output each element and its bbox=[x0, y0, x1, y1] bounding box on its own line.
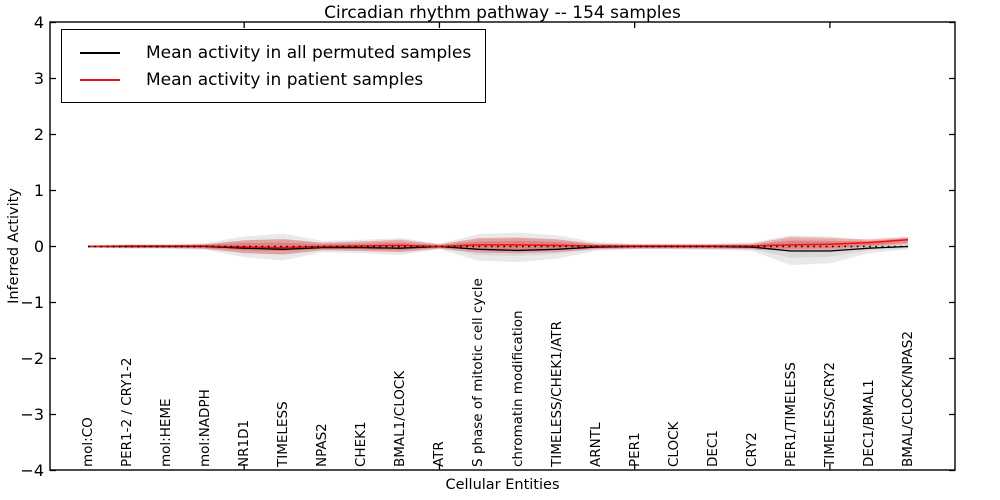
legend-label-patient: Mean activity in patient samples bbox=[146, 69, 424, 90]
x-tick-label: BMAL1/CLOCK bbox=[392, 370, 409, 467]
x-tick-label: TIMELESS bbox=[275, 401, 292, 467]
chart-title: Circadian rhythm pathway -- 154 samples bbox=[324, 3, 681, 23]
y-tick-label: −3 bbox=[20, 404, 44, 424]
legend-item-patient: Mean activity in patient samples bbox=[74, 66, 471, 93]
x-tick-label: S phase of mitotic cell cycle bbox=[470, 278, 487, 467]
x-tick-label: mol:CO bbox=[80, 417, 96, 467]
y-tick-label: 4 bbox=[33, 12, 44, 32]
y-tick-label: 2 bbox=[33, 124, 44, 144]
x-tick-label: TIMELESS/CHEK1/ATR bbox=[548, 320, 565, 467]
x-tick-label: chromatin modification bbox=[509, 310, 526, 467]
x-tick-label: CRY2 bbox=[743, 432, 760, 467]
x-tick-label: CHEK1 bbox=[353, 421, 370, 467]
y-tick-label: −2 bbox=[20, 348, 44, 368]
legend-item-permuted: Mean activity in all permuted samples bbox=[74, 39, 471, 66]
x-tick-label: ATR bbox=[431, 441, 448, 467]
y-tick-label: 3 bbox=[33, 68, 44, 88]
x-tick-label: mol:NADPH bbox=[197, 389, 214, 467]
y-tick-label: 1 bbox=[33, 180, 44, 200]
x-tick-label: NR1D1 bbox=[236, 419, 253, 467]
x-tick-label: ARNTL bbox=[587, 422, 604, 467]
x-tick-label: BMAL/CLOCK/NPAS2 bbox=[900, 331, 916, 467]
x-tick-label: DEC1 bbox=[704, 430, 721, 467]
x-tick-label: NPAS2 bbox=[314, 423, 331, 467]
x-tick-label: CLOCK bbox=[665, 421, 682, 467]
legend-label-permuted: Mean activity in all permuted samples bbox=[146, 42, 472, 63]
x-tick-label: mol:HEME bbox=[158, 398, 175, 467]
legend-line-permuted-icon bbox=[80, 51, 120, 54]
legend: Mean activity in all permuted samples Me… bbox=[61, 29, 487, 103]
x-tick-label: TIMELESS/CRY2 bbox=[821, 362, 838, 467]
x-tick-label: PER1 bbox=[626, 432, 643, 467]
legend-line-patient-icon bbox=[80, 78, 120, 81]
x-tick-label: PER1/TIMELESS bbox=[782, 362, 799, 467]
y-tick-label: −1 bbox=[20, 292, 44, 312]
y-tick-label: 0 bbox=[33, 236, 44, 256]
x-tick-label: DEC1/BMAL1 bbox=[860, 379, 877, 467]
y-tick-label: −4 bbox=[20, 460, 44, 480]
x-tick-label: PER1-2 / CRY1-2 bbox=[119, 357, 136, 467]
x-axis-label: Cellular Entities bbox=[445, 477, 560, 493]
